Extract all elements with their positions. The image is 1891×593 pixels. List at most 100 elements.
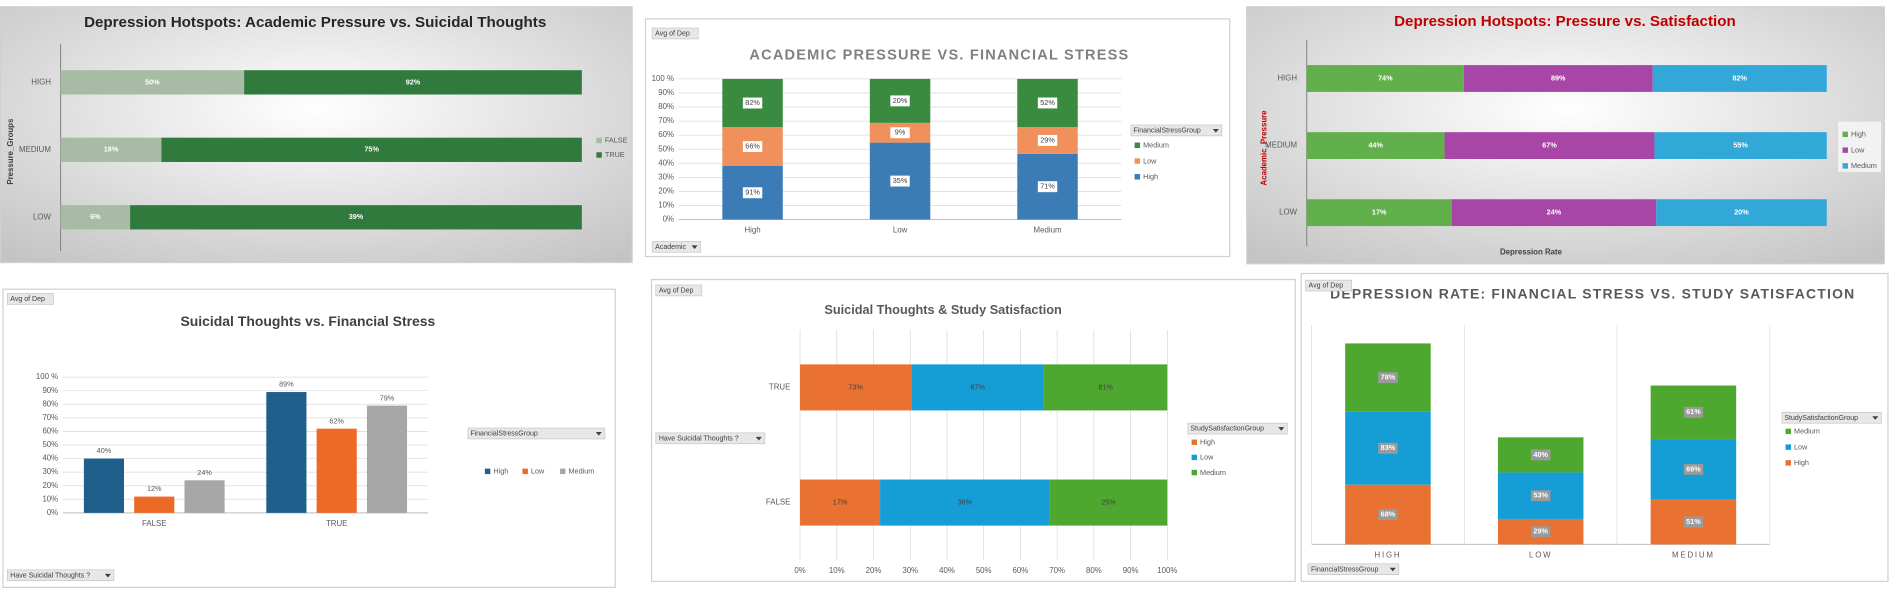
data-label: 6% (90, 212, 101, 221)
legend-label: Low (1851, 145, 1865, 154)
data-label-box (890, 127, 910, 139)
y-tick-label: 80% (42, 399, 58, 408)
data-label: 73% (848, 382, 863, 391)
data-label: 17% (1372, 208, 1387, 217)
y-tick-label: 90% (42, 386, 58, 395)
data-label: 40% (1533, 450, 1548, 459)
category-label: High (744, 226, 760, 235)
field-button[interactable] (651, 241, 701, 253)
data-label: 20% (893, 96, 908, 105)
chart-title: Depression Hotspots: Pressure vs. Satisf… (1394, 13, 1736, 30)
x-tick-label: 100% (1157, 566, 1177, 575)
y-tick-label: 90% (658, 88, 674, 97)
legend-field-button[interactable] (1781, 411, 1882, 424)
bar (134, 496, 175, 513)
legend-swatch (1785, 460, 1791, 466)
x-tick-label: 40% (939, 566, 955, 575)
y-tick-label: 0% (663, 215, 674, 224)
legend-label: Medium (1794, 427, 1820, 436)
category-label: MEDIUM (1672, 550, 1715, 559)
bar (184, 480, 225, 513)
y-tick-label: 60% (42, 426, 58, 435)
legend-label: High (1851, 130, 1866, 139)
data-label-box (1530, 526, 1551, 538)
data-label: 50% (145, 77, 160, 86)
field-button-label: Avg of Dep (655, 31, 690, 38)
x-tick-label: 80% (1086, 566, 1102, 575)
data-label: 91% (745, 188, 760, 197)
legend-title: FinancialStressGroup (1133, 128, 1201, 135)
data-label: 74% (1378, 73, 1393, 82)
bar (366, 405, 408, 513)
category-label: TRUE (769, 382, 790, 391)
data-label: 40% (97, 446, 112, 455)
category-label: TRUE (326, 519, 347, 528)
category-label: HIGH (31, 77, 51, 86)
legend-field-button[interactable] (1187, 422, 1288, 435)
field-button[interactable] (6, 293, 54, 305)
data-label: 51% (1686, 517, 1701, 526)
legend-swatch (1191, 439, 1198, 445)
legend-swatch (1134, 158, 1141, 164)
data-label-box (1683, 516, 1704, 528)
data-label-box (1530, 449, 1551, 461)
field-button[interactable] (651, 27, 699, 40)
field-button-label: Avg of Dep (10, 296, 45, 303)
data-label: 39% (349, 212, 364, 221)
data-label-box (1037, 134, 1058, 146)
data-label-box (1530, 490, 1551, 502)
field-button-label: Academic (655, 244, 686, 251)
field-button[interactable] (655, 432, 766, 445)
legend-field-button[interactable] (467, 427, 606, 440)
legend-label: Low (1200, 453, 1214, 462)
data-label-box (1378, 372, 1398, 384)
field-button[interactable] (1305, 279, 1352, 292)
y-tick-label: 0% (47, 508, 58, 517)
data-label: 36% (958, 497, 973, 506)
legend-label: High (1200, 437, 1215, 446)
y-tick-label: 30% (658, 172, 674, 181)
y-axis-title: Academic_Pressure (1259, 110, 1268, 186)
bar (1049, 479, 1168, 526)
x-tick-label: 30% (902, 566, 918, 575)
data-label: 87% (970, 382, 985, 391)
legend-label: Medium (1851, 161, 1877, 170)
legend-swatch (596, 137, 602, 144)
legend-field-button[interactable] (1130, 124, 1223, 137)
legend-label: High (493, 467, 508, 476)
y-tick-label: 80% (658, 102, 674, 111)
field-button-label: Avg of Dep (659, 288, 694, 295)
field-button[interactable] (1307, 563, 1400, 575)
category-label: Medium (1034, 226, 1062, 235)
x-tick-label: 90% (1123, 566, 1139, 575)
data-label: 78% (1381, 373, 1396, 382)
legend-swatch (1134, 174, 1141, 180)
bar (161, 137, 582, 162)
data-label: 55% (1733, 141, 1748, 150)
category-label: FALSE (142, 519, 166, 528)
data-label: 79% (380, 393, 395, 402)
data-label-box (1683, 463, 1704, 475)
x-tick-label: 20% (866, 566, 882, 575)
x-tick-label: 60% (1013, 566, 1029, 575)
data-label: 69% (1686, 464, 1701, 473)
x-tick-label: 0% (794, 566, 805, 575)
data-label: 67% (1542, 141, 1557, 150)
legend-title: StudySatisfactionGroup (1784, 415, 1858, 422)
field-button-label: FinancialStressGroup (1311, 566, 1379, 573)
legend-label: TRUE (605, 150, 625, 159)
data-label-box (1683, 406, 1704, 418)
legend-title: FinancialStressGroup (470, 431, 538, 438)
data-label-box (890, 95, 910, 107)
legend-label: Low (1794, 442, 1808, 451)
field-button[interactable] (6, 569, 115, 582)
data-label-box (742, 187, 763, 199)
field-button[interactable] (655, 284, 703, 297)
data-label: 20% (1734, 208, 1749, 217)
legend-swatch (1191, 454, 1198, 461)
legend-label: Low (1143, 156, 1157, 165)
y-tick-label: 50% (42, 440, 58, 449)
dropdown-arrow (104, 573, 111, 578)
bar (911, 364, 1044, 411)
